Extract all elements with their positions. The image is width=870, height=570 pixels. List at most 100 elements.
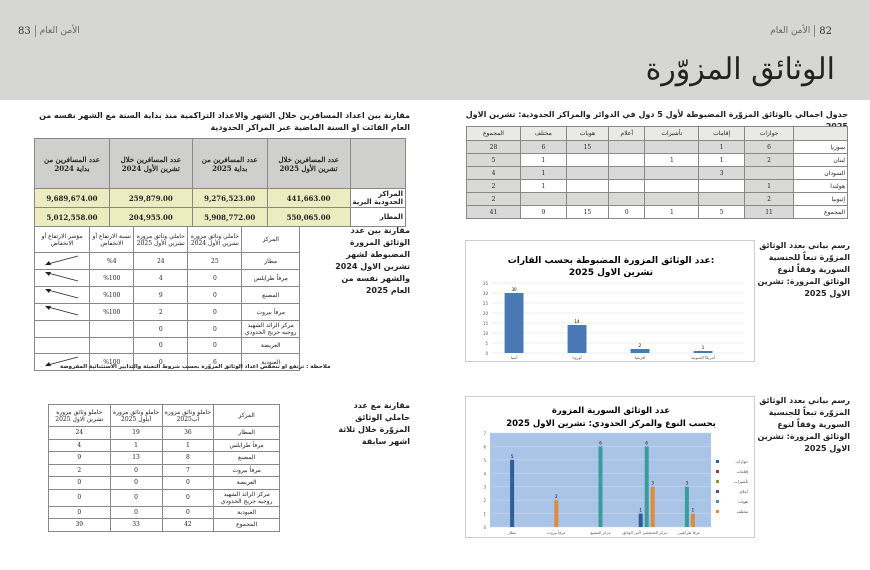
table-cell: 0 bbox=[133, 337, 189, 354]
table-cell bbox=[608, 192, 646, 206]
magazine-name: الأمن العام bbox=[770, 26, 811, 36]
data-label: 3 bbox=[686, 481, 689, 486]
row-label: مركز الرائد الشهيد روجيه جريج الحدودي bbox=[241, 320, 300, 338]
data-label: 1 bbox=[639, 508, 642, 513]
legend-swatch bbox=[716, 490, 719, 493]
y-tick-label: 10 bbox=[483, 331, 489, 336]
x-tick-label: أوروبا bbox=[572, 355, 581, 360]
table-cell: 25 bbox=[187, 252, 243, 270]
table-cell bbox=[608, 179, 646, 193]
table-cell bbox=[565, 179, 610, 193]
row-label: المجموع bbox=[213, 518, 280, 532]
continents-table: جوازات إقامات تأشيرات أعلام هويات مختلف المجمو… bbox=[466, 126, 848, 219]
trend-up-arrow-icon bbox=[45, 272, 79, 282]
table-row: مركز الرائد الشهيد روجيه جريج الحدودي 0 0 bbox=[33, 320, 300, 338]
page-title: الوثائق المزوّرة bbox=[645, 52, 835, 87]
table-cell bbox=[644, 192, 700, 206]
row-label: مطار bbox=[241, 252, 300, 270]
table-cell bbox=[698, 192, 745, 206]
y-tick-label: 0 bbox=[483, 525, 486, 530]
y-tick-label: 3 bbox=[483, 485, 486, 490]
header-row: المركز حاملي وثائق مزورة تشرين الأول 2024… bbox=[33, 226, 300, 253]
running-head-right: الأمن العام 82 bbox=[770, 25, 832, 37]
bar bbox=[504, 293, 524, 353]
header-row: جوازات إقامات تأشيرات أعلام هويات مختلف المجمو… bbox=[466, 126, 848, 141]
table-cell: 1 bbox=[644, 153, 700, 167]
y-tick-label: 2 bbox=[483, 498, 486, 503]
table-cell: 204,955.00 bbox=[108, 207, 193, 227]
comparison-table-caption: مقارنة بين عدد الوثائق المزورة المضبوطة … bbox=[335, 226, 410, 295]
row-label: مرفأ بيروت bbox=[213, 463, 280, 477]
column-header: مؤشر الارتفاع أو الانخفاض bbox=[33, 226, 91, 253]
data-label: 2 bbox=[639, 343, 642, 348]
table-cell: %4 bbox=[89, 252, 135, 270]
table-cell: 36 bbox=[161, 426, 215, 440]
column-header: نسبة الارتفاع أو الانخفاض bbox=[89, 226, 135, 253]
bar bbox=[690, 513, 695, 527]
table-cell bbox=[565, 166, 610, 180]
legend-swatch bbox=[716, 460, 719, 463]
trend-cell bbox=[33, 269, 91, 287]
row-label: المطار bbox=[349, 207, 406, 227]
three-months-caption: مقارنة مع عدد حاملي الوثائق المزوّرة خلا… bbox=[338, 401, 410, 446]
table-cell: 0 bbox=[161, 505, 215, 519]
data-label: 3 bbox=[651, 481, 654, 486]
chart-subtitle: بحسب النوع والمركز الحدودي: تشرين الاول … bbox=[506, 419, 716, 429]
column-header: المجموع bbox=[466, 126, 521, 141]
table-cell: 1 bbox=[519, 153, 567, 167]
table-cell: 0 bbox=[608, 205, 646, 219]
row-label: مركز الرائد الشهيد روجيه جريج الحدودي bbox=[213, 488, 280, 507]
table-cell: 0 bbox=[109, 476, 163, 490]
table-cell bbox=[89, 337, 135, 354]
column-header: حاملو وثائق مزورة أيلول 2025 bbox=[109, 404, 163, 427]
data-label: 1 bbox=[692, 508, 695, 513]
column-header: حاملي وثائق مزورة تشرين الأول 2024 bbox=[187, 226, 243, 253]
header-row: المركز حاملو وثائق مزورة آب2025 حاملو وثائ… bbox=[48, 404, 280, 427]
table-cell: 41 bbox=[466, 205, 521, 219]
table-row: سوريا 6 1 15 6 28 bbox=[466, 140, 848, 154]
table-row: مرفأ بيروت 7 0 2 bbox=[48, 463, 280, 477]
table-row: العريضة 0 0 bbox=[33, 337, 300, 354]
table-cell: 5 bbox=[466, 153, 521, 167]
chart-title: عدد الوثائق المزورة المضبوطة بحسب القارا… bbox=[508, 256, 715, 266]
table-cell: 42 bbox=[161, 518, 215, 532]
table-cell: 1 bbox=[161, 438, 215, 452]
table-cell: 1 bbox=[698, 153, 745, 167]
table-cell: 6 bbox=[187, 353, 243, 371]
table-cell: 0 bbox=[187, 320, 243, 338]
row-label: المصنع bbox=[213, 451, 280, 465]
column-header: هويات bbox=[565, 126, 610, 141]
y-tick-label: 6 bbox=[483, 444, 486, 449]
bar bbox=[598, 446, 603, 527]
column-header: المركز bbox=[241, 226, 300, 253]
table-cell: %100 bbox=[89, 269, 135, 287]
table-cell: 2 bbox=[743, 192, 795, 206]
row-label: مرفأ طرابلس bbox=[213, 438, 280, 452]
table-cell bbox=[608, 166, 646, 180]
table-row: العريضة 0 0 0 bbox=[48, 476, 280, 490]
x-tick-label: مركز المصنع bbox=[590, 530, 610, 535]
column-header: عدد المسافرين من بداية 2025 bbox=[191, 138, 268, 189]
table-cell: 6 bbox=[519, 140, 567, 154]
table-cell: 0 bbox=[187, 303, 243, 321]
table-cell bbox=[743, 166, 795, 180]
bar bbox=[638, 513, 643, 527]
table-cell: 9,689,674.00 bbox=[34, 188, 110, 208]
column-header: عدد المسافرين خلال تشرين الأول 2025 bbox=[266, 138, 351, 189]
row-label: العريضة bbox=[241, 337, 300, 354]
legend-entry: أعلام bbox=[740, 489, 748, 494]
trend-down-arrow-icon bbox=[45, 255, 79, 265]
travellers-table: عدد المسافرين خلال تشرين الأول 2025 عدد ا… bbox=[34, 138, 406, 227]
legend-swatch bbox=[716, 470, 719, 473]
table-cell bbox=[565, 153, 610, 167]
table-cell: 0 bbox=[133, 353, 189, 371]
legend-entry: جوازات bbox=[736, 459, 749, 464]
y-tick-label: 0 bbox=[485, 351, 488, 356]
table-cell: 5,908,772.00 bbox=[191, 207, 268, 227]
data-label: 30 bbox=[512, 287, 518, 292]
trend-cell bbox=[33, 337, 91, 354]
table-cell: 28 bbox=[466, 140, 521, 154]
legend-swatch bbox=[716, 500, 719, 503]
table-row: المجموع 11 5 1 0 15 9 41 bbox=[466, 205, 848, 219]
table-cell: 5 bbox=[698, 205, 745, 219]
